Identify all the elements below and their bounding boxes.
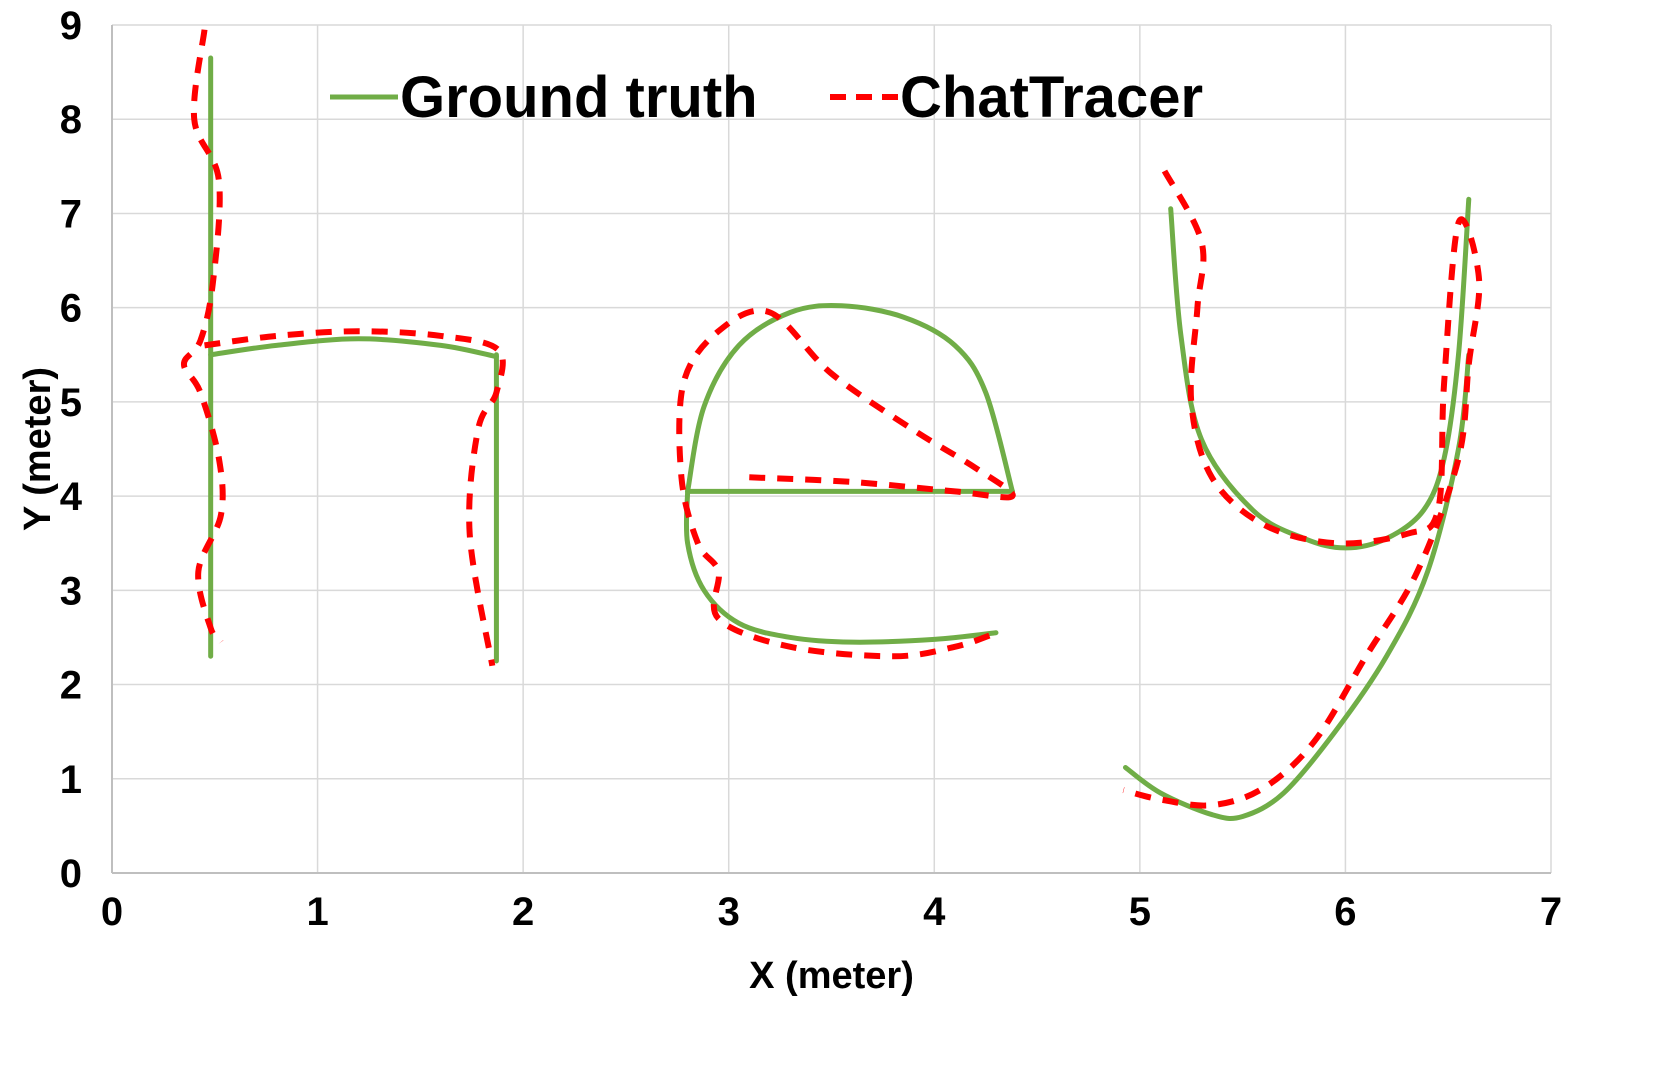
x-tick-label: 2 <box>512 890 534 934</box>
x-tick-label: 5 <box>1129 890 1151 934</box>
y-tick-label: 3 <box>60 569 82 613</box>
series-ground-truth <box>208 55 1472 821</box>
series-line-segment <box>685 303 1015 494</box>
y-tick-label: 5 <box>60 381 82 425</box>
x-axis-title: X (meter) <box>749 955 914 997</box>
y-tick-label: 0 <box>60 852 82 896</box>
series-chattracer <box>180 29 1483 809</box>
y-tick-label: 8 <box>60 98 82 142</box>
legend-label: ChatTracer <box>900 65 1203 130</box>
y-axis-title: Y (meter) <box>17 367 59 531</box>
series-line-segment <box>204 328 506 667</box>
series-line-segment <box>208 336 499 360</box>
x-tick-label: 0 <box>101 890 123 934</box>
x-tick-label: 1 <box>306 890 328 934</box>
series-line-segment <box>676 307 1016 660</box>
legend-label: Ground truth <box>400 65 758 130</box>
legend: Ground truth ChatTracer <box>330 65 1203 130</box>
plot-area <box>180 29 1483 821</box>
y-tick-label: 9 <box>60 4 82 48</box>
x-tick-label: 3 <box>718 890 740 934</box>
tick-labels: 0 1 2 3 4 5 6 7 0 1 2 3 4 5 6 7 8 9 <box>60 4 1562 934</box>
y-tick-label: 4 <box>60 475 83 519</box>
axes <box>111 25 1551 874</box>
series-line-segment <box>1168 196 1472 551</box>
y-tick-label: 1 <box>60 758 82 802</box>
series-line-segment <box>683 488 999 645</box>
x-tick-label: 6 <box>1334 890 1356 934</box>
y-tick-label: 6 <box>60 287 82 331</box>
series-line-segment <box>180 29 226 645</box>
x-tick-label: 4 <box>923 890 946 934</box>
x-tick-label: 7 <box>1540 890 1562 934</box>
y-tick-label: 7 <box>60 192 82 236</box>
series-line-segment <box>1122 352 1472 821</box>
y-tick-label: 2 <box>60 664 82 708</box>
grid-lines <box>112 24 1552 873</box>
